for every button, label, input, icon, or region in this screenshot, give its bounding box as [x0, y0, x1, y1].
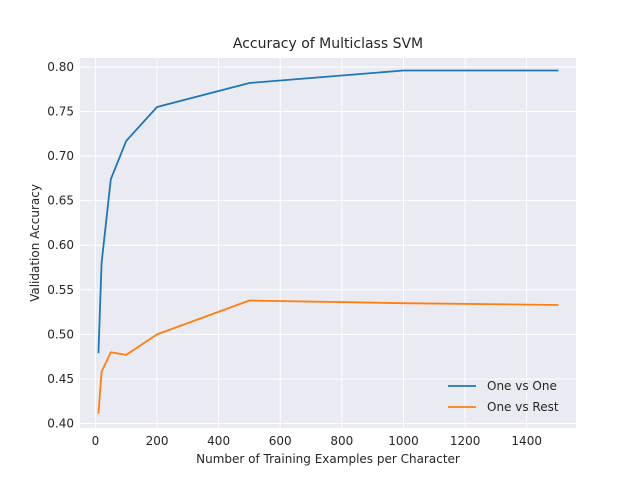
x-tick-label: 1000	[388, 434, 419, 448]
y-tick-label: 0.75	[47, 104, 74, 118]
legend-label-one-vs-rest: One vs Rest	[487, 400, 559, 414]
series-layer	[97, 69, 559, 414]
y-tick-label: 0.80	[47, 60, 74, 74]
y-tick-label: 0.55	[47, 283, 74, 297]
x-axis-label: Number of Training Examples per Characte…	[196, 452, 460, 466]
x-tick-label: 1400	[511, 434, 542, 448]
y-tick-label: 0.70	[47, 149, 74, 163]
x-tick-label: 600	[269, 434, 292, 448]
y-tick-label: 0.60	[47, 238, 74, 252]
legend: One vs One One vs Rest	[448, 379, 559, 414]
x-tick-label: 0	[92, 434, 100, 448]
x-tick-label: 1200	[450, 434, 481, 448]
chart-title: Accuracy of Multiclass SVM	[233, 36, 423, 52]
y-axis-label: Validation Accuracy	[28, 184, 42, 302]
series-line-one-vs-one	[97, 69, 559, 354]
x-tick-label: 400	[207, 434, 230, 448]
series-line-one-vs-rest	[97, 299, 559, 414]
x-tick-label: 800	[330, 434, 353, 448]
x-tick-label: 200	[146, 434, 169, 448]
x-ticks: 0 200 400 600 800 1000 1200 1400	[92, 434, 542, 448]
plot-area	[80, 58, 576, 428]
y-tick-label: 0.40	[47, 417, 74, 431]
legend-label-one-vs-one: One vs One	[487, 379, 557, 393]
y-tick-label: 0.50	[47, 327, 74, 341]
y-ticks: 0.40 0.45 0.50 0.55 0.60 0.65 0.70 0.75 0.80	[47, 60, 74, 431]
y-tick-label: 0.45	[47, 372, 74, 386]
y-tick-label: 0.65	[47, 194, 74, 208]
grid	[80, 58, 576, 428]
